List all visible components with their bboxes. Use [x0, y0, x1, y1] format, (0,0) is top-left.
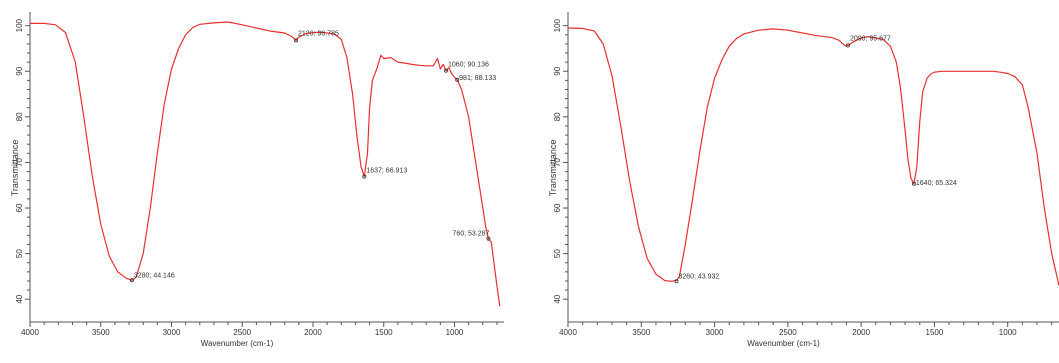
- spectrum-line: [30, 21, 501, 307]
- y-tick-label: 80: [15, 112, 24, 121]
- x-axis-label: Wavenumber (cm-1): [747, 339, 820, 348]
- y-tick-label: 50: [15, 249, 24, 258]
- y-tick-label: 40: [553, 294, 562, 303]
- chart-left-svg: 4000 3500 3000 2500 2000 1500 1000 40 50 60 70 80 90…: [10, 12, 504, 348]
- ftir-chart-right: 4000 3500 3000 2500 2000 1500 1000 40 50 60 70 80 90…: [536, 0, 1059, 363]
- x-tick-label: 3000: [163, 328, 181, 337]
- y-tick-label: 80: [553, 112, 562, 121]
- y-axis-label: Transmittance: [10, 140, 20, 197]
- peak-marker: [674, 279, 679, 284]
- y-tick-label: 70: [553, 157, 562, 166]
- x-tick-label: 2500: [233, 328, 251, 337]
- x-tick-label: 3500: [92, 328, 110, 337]
- peak-label: 1637; 66.913: [366, 168, 407, 175]
- x-tick-label: 1000: [446, 328, 464, 337]
- y-tick-label: 70: [15, 157, 24, 166]
- peak-label: 1060; 90.136: [448, 62, 489, 69]
- peak-marker: [911, 181, 916, 186]
- y-tick-label: 100: [553, 18, 562, 32]
- peak-label: 3280; 44.146: [134, 272, 175, 279]
- peak-label: 2090; 95.677: [850, 35, 891, 42]
- x-tick-label: 2000: [304, 328, 322, 337]
- peak-label: 981; 88.133: [459, 75, 496, 82]
- y-tick-label: 100: [15, 18, 24, 32]
- y-tick-label: 50: [553, 249, 562, 258]
- ftir-chart-left: 4000 3500 3000 2500 2000 1500 1000 40 50 60 70 80 90…: [0, 0, 520, 363]
- peak-label: 1640; 65.324: [916, 180, 957, 187]
- x-axis-label: Wavenumber (cm-1): [201, 339, 274, 348]
- y-tick-label: 60: [15, 203, 24, 212]
- x-tick-label: 3000: [706, 328, 724, 337]
- peak-marker: [294, 38, 299, 43]
- x-tick-label: 2000: [852, 328, 870, 337]
- peak-marker: [443, 68, 448, 73]
- chart-right-svg: 4000 3500 3000 2500 2000 1500 1000 40 50 60 70 80 90…: [548, 12, 1059, 348]
- peak-marker: [455, 77, 460, 82]
- x-tick-label: 1500: [375, 328, 393, 337]
- y-tick-label: 40: [15, 294, 24, 303]
- x-tick-label: 2500: [779, 328, 797, 337]
- peak-marker: [845, 43, 850, 48]
- y-tick-label: 90: [15, 66, 24, 75]
- y-axis-label: Transmittance: [548, 140, 558, 197]
- peak-marker: [129, 278, 134, 283]
- peak-label: 2120; 96.785: [298, 30, 339, 37]
- spectrum-line: [567, 27, 1059, 286]
- peak-label: 3260; 43.932: [678, 273, 719, 280]
- peak-marker: [486, 236, 491, 241]
- x-tick-label: 4000: [559, 328, 577, 337]
- x-tick-label: 4000: [21, 328, 39, 337]
- peak-label: 760; 53.287: [452, 231, 489, 238]
- x-tick-label: 1500: [926, 328, 944, 337]
- peak-marker: [362, 174, 367, 179]
- x-tick-label: 1000: [999, 328, 1017, 337]
- y-tick-label: 90: [553, 66, 562, 75]
- y-tick-label: 60: [553, 203, 562, 212]
- x-tick-label: 3500: [632, 328, 650, 337]
